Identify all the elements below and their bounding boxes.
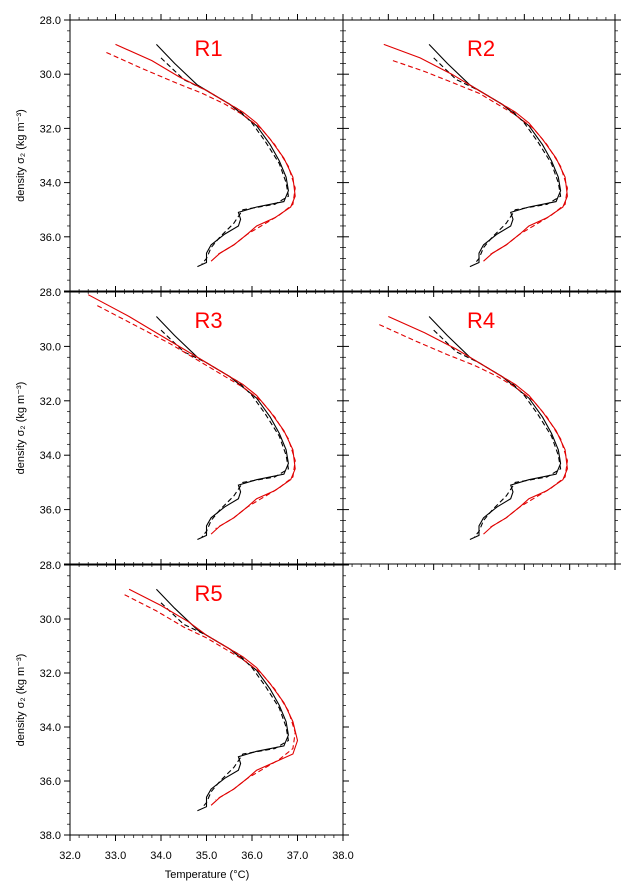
y-tick-label: 28.0 — [40, 287, 61, 299]
y-axis-label: density σ₂ (kg m⁻³) — [15, 109, 27, 202]
x-tick-label: 37.0 — [287, 850, 308, 862]
panel-title: R3 — [194, 308, 222, 333]
observed-dashed-line — [433, 57, 562, 265]
y-axis-label: density σ₂ (kg m⁻³) — [15, 382, 27, 475]
model-dashed-line — [97, 305, 296, 530]
model-solid-line — [388, 315, 568, 535]
y-tick-label: 28.0 — [40, 560, 61, 572]
observed-solid-line — [156, 316, 289, 541]
y-axis-label: density σ₂ (kg m⁻³) — [15, 654, 27, 747]
panel-title: R5 — [194, 581, 222, 606]
y-tick-label: 32.0 — [40, 123, 61, 135]
y-tick-label: 34.0 — [40, 722, 61, 734]
model-solid-line — [383, 43, 568, 262]
panel-r1: 28.0 30.0 32.0 34.0 36.0 density σ₂ (kg m⁻³) R… — [15, 14, 349, 297]
y-tick-label: 30.0 — [40, 614, 61, 626]
x-tick-label: 35.0 — [196, 850, 217, 862]
y-tick-label: 34.0 — [40, 178, 61, 190]
model-solid-line — [87, 294, 296, 535]
observed-dashed-line — [160, 57, 290, 265]
y-tick-label: 32.0 — [40, 668, 61, 680]
panel-r3: 28.0 30.0 32.0 34.0 36.0 density σ₂ (kg m⁻³) R… — [15, 286, 349, 570]
y-tick-label: 36.0 — [40, 776, 61, 788]
x-tick-label: 32.0 — [59, 850, 80, 862]
observed-dashed-line — [160, 329, 290, 538]
y-tick-label: 38.0 — [40, 830, 61, 842]
observed-solid-line — [428, 44, 562, 268]
model-dashed-line — [392, 60, 568, 257]
y-tick-label: 34.0 — [40, 450, 61, 462]
panel-r5: 28.0 30.0 32.0 34.0 36.0 38.0 32.0 33.0 34.0 35.0… — [15, 559, 354, 862]
y-tick-label: 36.0 — [40, 505, 61, 517]
y-tick-label: 28.0 — [40, 15, 61, 27]
observed-solid-line — [156, 44, 289, 268]
model-dashed-line — [379, 324, 568, 530]
x-tick-label: 34.0 — [150, 850, 171, 862]
model-dashed-line — [124, 594, 296, 801]
panel-title: R2 — [467, 36, 495, 61]
x-axis-label: Temperature (°C) — [165, 869, 249, 881]
panel-title: R1 — [194, 36, 222, 61]
observed-solid-line — [428, 316, 562, 541]
model-solid-line — [115, 43, 296, 262]
model-dashed-line — [106, 51, 296, 257]
observed-dashed-line — [433, 329, 562, 538]
panel-r4: R4 — [337, 286, 621, 570]
x-tick-label: 38.0 — [332, 850, 353, 862]
y-tick-label: 36.0 — [40, 232, 61, 244]
y-tick-label: 30.0 — [40, 69, 61, 81]
observed-dashed-line — [160, 602, 290, 809]
x-tick-label: 36.0 — [241, 850, 262, 862]
panel-r2: R2 — [337, 14, 621, 297]
y-tick-label: 30.0 — [40, 341, 61, 353]
panel-title: R4 — [467, 308, 495, 333]
y-tick-label: 32.0 — [40, 396, 61, 408]
x-tick-label: 33.0 — [105, 850, 126, 862]
